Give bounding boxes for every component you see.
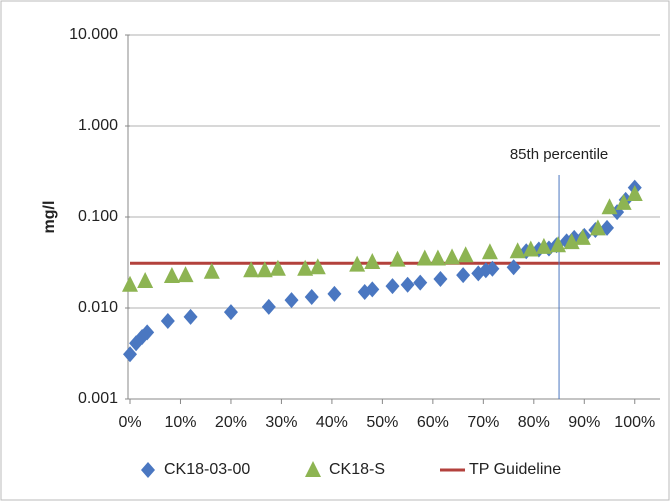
y-tick-label: 1.000	[78, 117, 118, 134]
point	[444, 248, 461, 265]
point	[243, 261, 260, 278]
point	[123, 346, 137, 363]
point	[256, 261, 273, 278]
point	[297, 259, 314, 276]
point	[563, 233, 580, 250]
point	[304, 289, 319, 306]
legend-label: TP Guideline	[469, 461, 561, 478]
legend-marker	[141, 462, 155, 478]
point	[509, 242, 526, 259]
point	[416, 249, 433, 266]
point	[506, 259, 521, 276]
point	[456, 267, 471, 284]
x-tick-label: 90%	[568, 414, 600, 431]
point	[203, 262, 220, 279]
point	[309, 258, 326, 275]
point	[433, 271, 448, 288]
point	[385, 278, 400, 295]
point	[485, 260, 500, 277]
y-axis-label: mg/l	[41, 201, 58, 234]
point	[327, 285, 342, 302]
point	[183, 308, 198, 325]
y-tick-label: 0.001	[78, 390, 118, 407]
point	[481, 243, 498, 260]
x-tick-label: 50%	[366, 414, 398, 431]
point	[364, 253, 381, 270]
point	[163, 266, 180, 283]
point	[601, 198, 618, 215]
point	[400, 276, 415, 293]
point	[122, 275, 138, 292]
point	[261, 298, 276, 315]
point	[535, 237, 552, 254]
x-tick-label: 30%	[265, 414, 297, 431]
point	[389, 250, 406, 267]
point	[413, 274, 428, 291]
x-tick-label: 10%	[164, 414, 196, 431]
point	[626, 184, 643, 201]
x-tick-label: 100%	[614, 414, 655, 431]
point	[522, 240, 539, 257]
legend-label: CK18-S	[329, 461, 385, 478]
annotation: 85th percentile	[510, 146, 608, 163]
point	[589, 219, 606, 236]
point	[284, 292, 299, 309]
x-tick-label: 20%	[215, 414, 247, 431]
legend-label: CK18-03-00	[164, 461, 250, 478]
point	[574, 228, 591, 245]
y-tick-label: 0.100	[78, 208, 118, 225]
x-tick-label: 40%	[316, 414, 348, 431]
point	[429, 249, 446, 266]
point	[365, 281, 380, 298]
x-tick-label: 60%	[417, 414, 449, 431]
legend-marker	[305, 461, 321, 477]
point	[349, 255, 366, 272]
y-tick-label: 0.010	[78, 299, 118, 316]
point	[160, 312, 175, 329]
point	[177, 266, 194, 283]
x-tick-label: 70%	[467, 414, 499, 431]
point	[615, 193, 632, 210]
point	[269, 259, 286, 276]
point	[137, 272, 154, 289]
y-tick-label: 10.000	[69, 26, 118, 43]
x-tick-label: 0%	[118, 414, 141, 431]
point	[223, 304, 238, 321]
point	[550, 236, 567, 253]
point	[140, 324, 155, 341]
point	[457, 246, 474, 263]
x-tick-label: 80%	[518, 414, 550, 431]
